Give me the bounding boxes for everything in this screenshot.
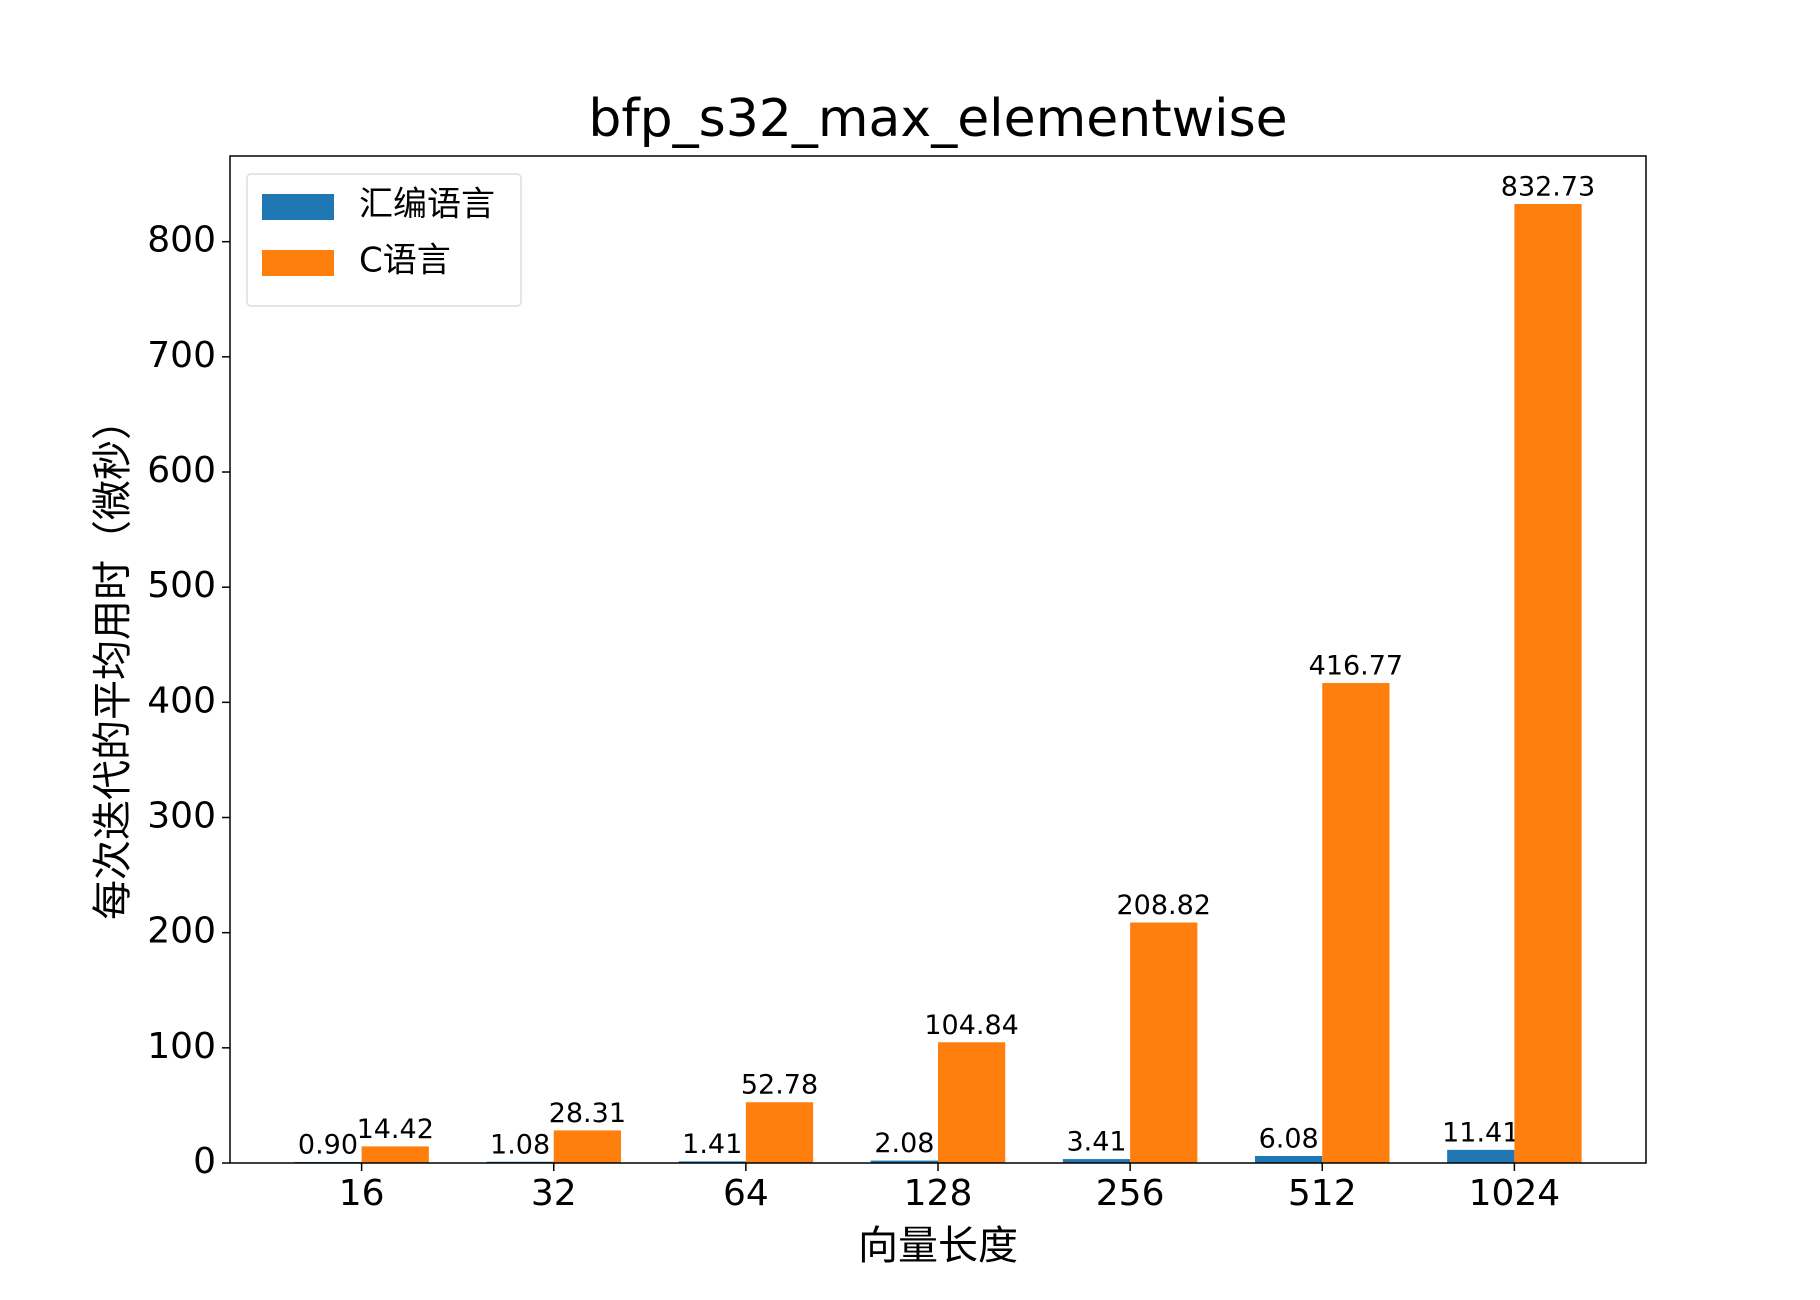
x-tick-label: 64 (723, 1173, 769, 1214)
bar (553, 1130, 621, 1163)
data-label: 208.82 (1117, 890, 1211, 921)
x-tick-label: 16 (339, 1173, 385, 1214)
bar (361, 1146, 429, 1163)
bar (678, 1161, 746, 1163)
y-tick-label: 200 (147, 911, 216, 952)
data-label: 6.08 (1259, 1123, 1319, 1154)
y-tick-label: 800 (147, 220, 216, 261)
data-label: 3.41 (1066, 1127, 1126, 1158)
bar (1062, 1159, 1131, 1163)
x-tick-label: 256 (1096, 1173, 1165, 1214)
bar (870, 1160, 938, 1163)
y-tick-label: 400 (147, 680, 216, 721)
y-tick-label: 0 (193, 1141, 216, 1182)
data-label: 1.08 (490, 1129, 550, 1160)
data-label: 28.31 (549, 1098, 626, 1129)
y-tick-label: 600 (147, 450, 216, 491)
y-tick-label: 300 (147, 796, 216, 837)
data-label: 832.73 (1501, 171, 1595, 202)
bar (1130, 922, 1198, 1163)
data-label: 416.77 (1309, 651, 1403, 682)
x-tick-label: 512 (1288, 1173, 1357, 1214)
plot-frame (229, 155, 1647, 1164)
bar (1514, 203, 1582, 1163)
y-tick-label: 700 (147, 335, 216, 376)
legend-label: C语言 (359, 241, 451, 281)
legend-swatch (262, 250, 334, 276)
data-label: 11.41 (1442, 1117, 1519, 1148)
bar (1322, 683, 1390, 1163)
bar (938, 1042, 1006, 1163)
x-tick-label: 32 (531, 1173, 577, 1214)
y-tick-label: 100 (147, 1026, 216, 1067)
data-label: 1.41 (682, 1129, 742, 1160)
chart-title: bfp_s32_max_elementwise (588, 89, 1287, 149)
x-tick-label: 128 (904, 1173, 973, 1214)
legend-swatch (262, 194, 334, 220)
data-label: 104.84 (924, 1010, 1018, 1041)
y-axis-label: 每次迭代的平均用时（微秒） (90, 400, 136, 920)
data-label: 0.90 (298, 1129, 358, 1160)
y-tick-label: 500 (147, 565, 216, 606)
x-tick-label: 1024 (1469, 1173, 1561, 1214)
x-axis-label: 向量长度 (858, 1223, 1018, 1269)
data-label: 14.42 (357, 1114, 434, 1145)
data-label: 2.08 (874, 1128, 934, 1159)
bar (745, 1102, 814, 1163)
bar (1447, 1149, 1515, 1163)
legend-label: 汇编语言 (359, 185, 495, 225)
bar (1255, 1155, 1323, 1163)
data-label: 52.78 (741, 1070, 818, 1101)
